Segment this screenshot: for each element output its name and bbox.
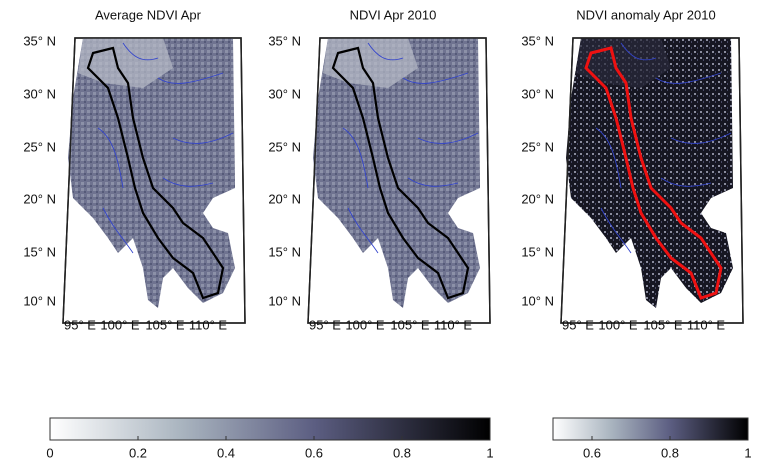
lon-label: 100° E (598, 317, 638, 332)
map (308, 38, 490, 323)
colorbar-tick-label: 0.6 (305, 445, 323, 460)
colorbar-tick-label: 0.8 (661, 445, 679, 460)
panel-title: NDVI anomaly Apr 2010 (576, 7, 715, 22)
panel-title: NDVI Apr 2010 (350, 7, 437, 22)
lon-label: 100° E (100, 317, 140, 332)
lon-label: 110° E (189, 317, 228, 332)
colorbar-tick-label: 0.4 (217, 445, 235, 460)
lat-label: 20° N (521, 191, 554, 206)
lon-label: 95° E (309, 317, 341, 332)
colorbar (50, 418, 490, 440)
figure: Average NDVI Apr 35° N 30° N 25° N 20° N 15° … (0, 0, 766, 464)
lat-label: 15° N (268, 244, 301, 259)
lon-label: 105° E (145, 317, 185, 332)
lat-label: 10° N (268, 293, 301, 308)
colorbar-tick-label: 0.8 (393, 445, 411, 460)
lat-label: 20° N (268, 191, 301, 206)
map (63, 38, 245, 323)
lat-label: 10° N (23, 293, 56, 308)
lon-label: 110° E (434, 317, 473, 332)
colorbar-tick-label: 0.6 (583, 445, 601, 460)
lat-label: 25° N (521, 139, 554, 154)
colorbar-tick-label: 0 (46, 445, 53, 460)
lon-label: 105° E (390, 317, 430, 332)
lon-label: 95° E (64, 317, 96, 332)
colorbar-tick-label: 1 (486, 445, 493, 460)
lat-label: 35° N (268, 33, 301, 48)
lat-label: 10° N (521, 293, 554, 308)
lat-label: 30° N (521, 86, 554, 101)
lon-label: 95° E (562, 317, 594, 332)
colorbar-tick-label: 1 (744, 445, 751, 460)
lat-label: 15° N (521, 244, 554, 259)
lat-label: 20° N (23, 191, 56, 206)
panel-title: Average NDVI Apr (95, 7, 202, 22)
colorbar (553, 418, 748, 440)
colorbar-tick-label: 0.2 (129, 445, 147, 460)
lat-label: 25° N (23, 139, 56, 154)
lat-label: 15° N (23, 244, 56, 259)
lat-label: 35° N (521, 33, 554, 48)
lat-label: 25° N (268, 139, 301, 154)
lat-label: 30° N (268, 86, 301, 101)
lat-label: 35° N (23, 33, 56, 48)
map (561, 38, 743, 323)
lat-label: 30° N (23, 86, 56, 101)
lon-label: 110° E (687, 317, 726, 332)
lon-label: 105° E (643, 317, 683, 332)
lon-label: 100° E (345, 317, 385, 332)
